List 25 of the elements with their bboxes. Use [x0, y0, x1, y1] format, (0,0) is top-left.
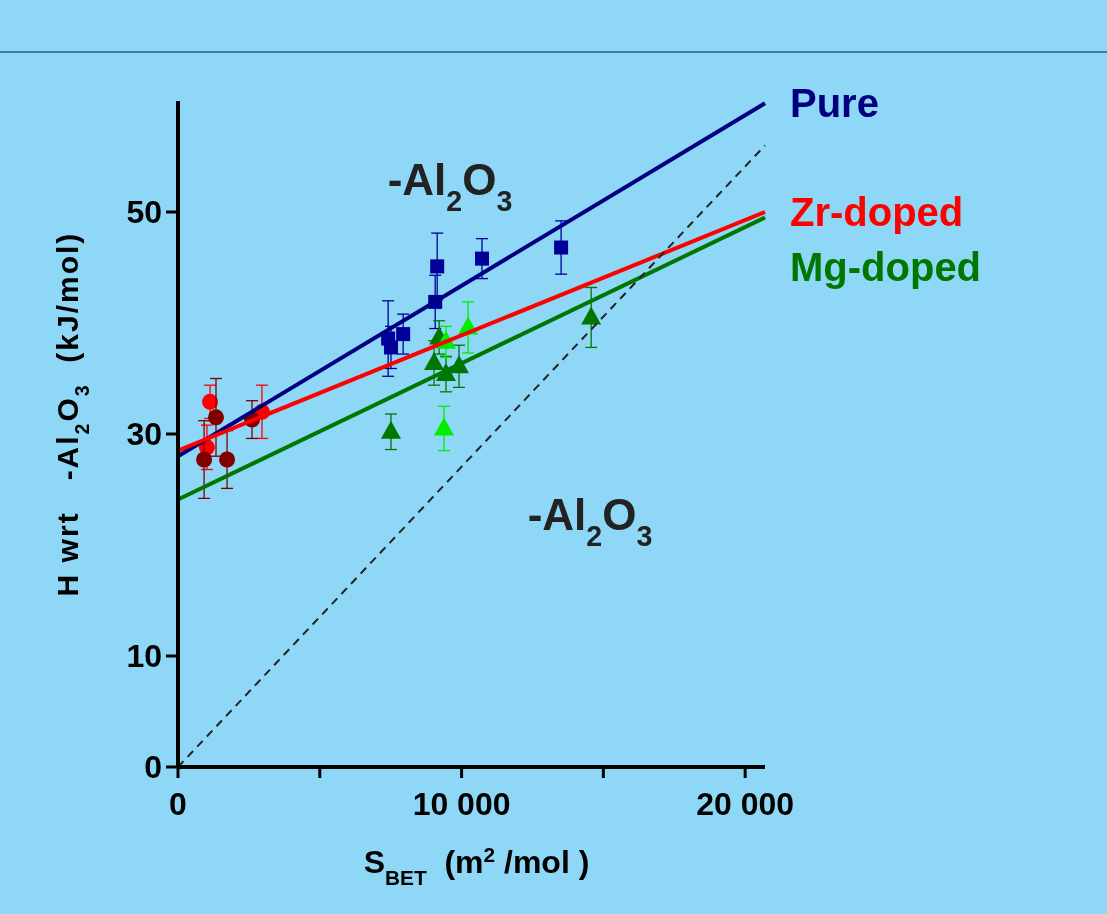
annotation: -Al$_{2}$O$_{3}$ [387, 155, 513, 217]
x-axis-title: S$_{BET}$ (m$^{2}$ /mol ) [363, 842, 590, 889]
point [396, 327, 411, 342]
point [219, 451, 236, 468]
x-tick-label: 0 [169, 786, 187, 822]
x-tick-label: 10 000 [412, 786, 511, 822]
point [433, 417, 454, 436]
point [196, 451, 213, 468]
point [383, 340, 398, 355]
series-label: Pure [790, 81, 879, 126]
point [208, 409, 224, 426]
point [202, 393, 219, 410]
y-tick-label: 30 [126, 416, 162, 453]
annotation: -Al$_{2}$O$_{3}$ [527, 490, 653, 552]
point [474, 251, 489, 266]
point [581, 306, 602, 325]
series-label: Mg-doped [790, 245, 982, 289]
point [430, 259, 445, 274]
y-tick-label: 50 [126, 194, 162, 231]
x-tick-label: 20 000 [696, 786, 795, 822]
y-tick-label: 10 [126, 638, 162, 675]
series-label: Zr-doped [790, 190, 964, 234]
point [554, 240, 569, 255]
y-tick-label: 0 [144, 749, 162, 786]
point [380, 420, 401, 439]
